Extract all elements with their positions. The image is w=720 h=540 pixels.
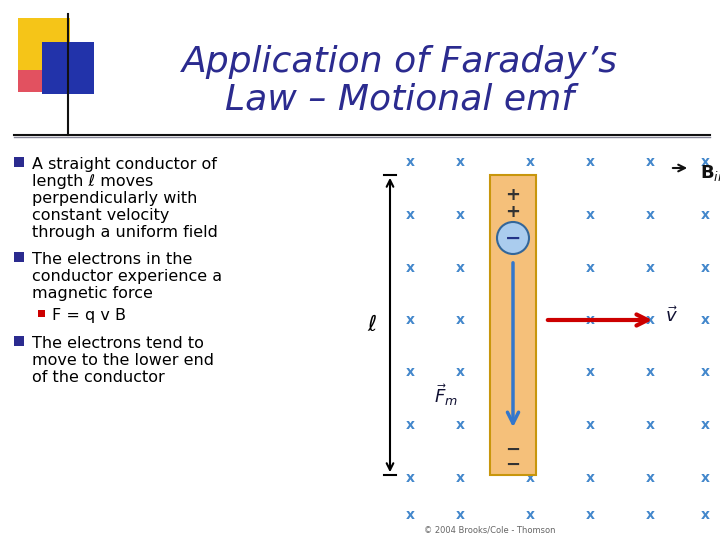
Text: x: x <box>405 365 415 379</box>
Text: x: x <box>405 418 415 432</box>
FancyBboxPatch shape <box>18 50 60 92</box>
Text: x: x <box>585 365 595 379</box>
Text: x: x <box>456 365 464 379</box>
Text: Law – Motional emf: Law – Motional emf <box>225 82 575 116</box>
Text: x: x <box>701 365 709 379</box>
Text: x: x <box>405 208 415 222</box>
Text: Application of Faraday’s: Application of Faraday’s <box>182 45 618 79</box>
Text: x: x <box>456 508 464 522</box>
Text: x: x <box>701 208 709 222</box>
Bar <box>14 336 24 346</box>
Text: −: − <box>505 456 521 474</box>
Text: $\vec{F}_{m}$: $\vec{F}_{m}$ <box>434 382 458 408</box>
Text: x: x <box>526 508 534 522</box>
Text: F = q v B: F = q v B <box>52 308 126 323</box>
Text: −: − <box>505 441 521 459</box>
Text: x: x <box>526 155 534 169</box>
Text: +: + <box>505 203 521 221</box>
Text: x: x <box>456 261 464 275</box>
Text: x: x <box>405 313 415 327</box>
Text: x: x <box>646 418 654 432</box>
Text: x: x <box>405 508 415 522</box>
Text: x: x <box>405 261 415 275</box>
Text: x: x <box>456 471 464 485</box>
Text: © 2004 Brooks/Cole - Thomson: © 2004 Brooks/Cole - Thomson <box>424 525 556 535</box>
Text: The electrons tend to: The electrons tend to <box>32 336 204 351</box>
Text: x: x <box>701 261 709 275</box>
Bar <box>14 252 24 262</box>
Text: conductor experience a: conductor experience a <box>32 269 222 284</box>
Text: x: x <box>646 261 654 275</box>
Text: x: x <box>646 471 654 485</box>
Text: constant velocity: constant velocity <box>32 208 169 223</box>
Text: x: x <box>456 418 464 432</box>
Text: magnetic force: magnetic force <box>32 286 153 301</box>
Text: x: x <box>585 261 595 275</box>
Bar <box>42 42 94 94</box>
Text: x: x <box>701 313 709 327</box>
Bar <box>490 175 536 475</box>
Bar <box>38 310 45 317</box>
Text: x: x <box>585 508 595 522</box>
Text: x: x <box>646 208 654 222</box>
Text: x: x <box>585 471 595 485</box>
Text: x: x <box>585 313 595 327</box>
Text: $\vec{v}$: $\vec{v}$ <box>665 306 678 326</box>
Text: perpendicularly with: perpendicularly with <box>32 191 197 206</box>
Bar <box>18 18 70 70</box>
Text: length ℓ moves: length ℓ moves <box>32 174 153 189</box>
Text: move to the lower end: move to the lower end <box>32 353 214 368</box>
Text: x: x <box>701 418 709 432</box>
Text: x: x <box>701 155 709 169</box>
Text: x: x <box>585 418 595 432</box>
Text: x: x <box>701 508 709 522</box>
Text: x: x <box>585 208 595 222</box>
Text: x: x <box>585 155 595 169</box>
Text: x: x <box>646 365 654 379</box>
Text: x: x <box>701 471 709 485</box>
Text: x: x <box>456 208 464 222</box>
Text: through a uniform field: through a uniform field <box>32 225 218 240</box>
Text: x: x <box>646 155 654 169</box>
Text: $\mathbf{B}_{in}$: $\mathbf{B}_{in}$ <box>700 163 720 183</box>
Text: x: x <box>456 313 464 327</box>
Circle shape <box>497 222 529 254</box>
Text: $\ell$: $\ell$ <box>367 315 377 335</box>
Text: x: x <box>456 155 464 169</box>
Text: The electrons in the: The electrons in the <box>32 252 192 267</box>
Text: A straight conductor of: A straight conductor of <box>32 157 217 172</box>
Text: x: x <box>526 471 534 485</box>
Bar <box>14 157 24 167</box>
Text: x: x <box>405 471 415 485</box>
Text: +: + <box>505 186 521 204</box>
Text: x: x <box>405 155 415 169</box>
Text: −: − <box>505 228 521 247</box>
Text: x: x <box>646 508 654 522</box>
Text: x: x <box>646 313 654 327</box>
Text: of the conductor: of the conductor <box>32 370 165 385</box>
